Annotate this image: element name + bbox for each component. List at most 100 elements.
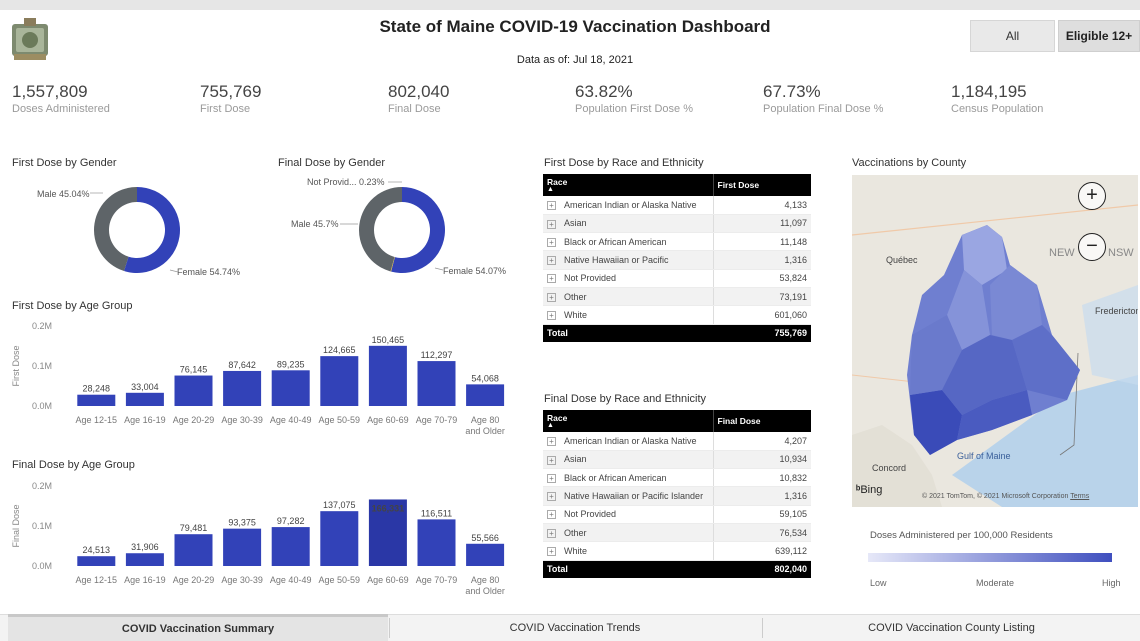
x-tick-label: Age 30-39 (221, 575, 263, 585)
col-header-first-dose[interactable]: First Dose (712, 174, 811, 196)
bar-age-50-59[interactable] (320, 511, 359, 566)
bar-age-70-79[interactable] (417, 519, 456, 566)
bar-age-20-29[interactable] (174, 534, 213, 566)
x-tick-label: Age 60-69 (367, 575, 409, 585)
expand-icon[interactable]: + (547, 436, 556, 446)
value-cell: 76,534 (712, 523, 811, 543)
tab-divider (762, 618, 763, 638)
table-row[interactable]: + White 639,112 (543, 541, 811, 561)
zoom-out-button[interactable]: − (1078, 233, 1106, 261)
bar-age-16-19[interactable] (125, 553, 164, 566)
bar-age-50-59[interactable] (320, 356, 359, 406)
x-tick-label: Age 50-59 (319, 415, 361, 425)
bar-age-80-and-older[interactable] (466, 543, 505, 566)
total-label: Total (543, 324, 713, 343)
final-dose-age-title: Final Dose by Age Group (12, 459, 135, 471)
kpi-first-dose: 755,769 First Dose (200, 82, 380, 115)
bar-age-60-69[interactable] (368, 499, 407, 566)
expand-icon[interactable]: + (547, 256, 556, 266)
tab-vaccination-summary[interactable]: COVID Vaccination Summary (8, 614, 388, 641)
expand-icon[interactable]: + (547, 292, 556, 302)
kpi-label: Population First Dose % (575, 103, 693, 115)
expand-icon[interactable]: + (547, 546, 556, 556)
col-header-race[interactable]: Race ▲ (543, 410, 713, 432)
expand-icon[interactable]: + (547, 492, 556, 502)
y-tick-label: 0.0M (32, 561, 52, 571)
filter-eligible-button[interactable]: Eligible 12+ (1058, 20, 1140, 52)
bar-age-60-69[interactable] (368, 345, 407, 406)
filter-all-button[interactable]: All (970, 20, 1055, 52)
expand-icon[interactable]: + (547, 510, 556, 520)
donut-slice-male[interactable] (359, 187, 402, 272)
total-label: Total (543, 560, 713, 579)
expand-icon[interactable]: + (547, 237, 556, 247)
table-row[interactable]: + American Indian or Alaska Native 4,133 (543, 196, 811, 215)
donut-slice-female[interactable] (391, 187, 445, 273)
table-row[interactable]: + Black or African American 11,148 (543, 232, 811, 252)
value-cell: 4,207 (712, 432, 811, 451)
bar-age-80-and-older[interactable] (466, 384, 505, 406)
map-terms-link[interactable]: Terms (1070, 493, 1090, 500)
tab-vaccination-trends[interactable]: COVID Vaccination Trends (509, 621, 641, 634)
bar-age-40-49[interactable] (271, 370, 310, 406)
table-row[interactable]: + Not Provided 53,824 (543, 269, 811, 288)
bar-age-30-39[interactable] (223, 370, 262, 406)
race-cell: + Other (543, 287, 713, 307)
col-header-race[interactable]: Race ▲ (543, 174, 713, 196)
race-cell: + White (543, 305, 713, 325)
bar-age-12-15[interactable] (77, 394, 116, 406)
expand-icon[interactable]: + (547, 274, 556, 284)
expand-icon[interactable]: + (547, 455, 556, 465)
table-row[interactable]: + White 601,060 (543, 305, 811, 325)
table-row[interactable]: + Not Provided 59,105 (543, 505, 811, 524)
map-label-nsw: NSW (1108, 247, 1134, 259)
expand-icon[interactable]: + (547, 200, 556, 210)
bar-age-30-39[interactable] (223, 528, 262, 566)
final-dose-gender-donut[interactable] (358, 186, 446, 274)
bar-data-label: 116,511 (421, 508, 452, 518)
donut-female-label: Female 54.74% (177, 267, 241, 277)
bar-age-40-49[interactable] (271, 527, 310, 566)
total-row: Total 755,769 (543, 324, 811, 343)
expand-icon[interactable]: + (547, 528, 556, 538)
bar-age-20-29[interactable] (174, 375, 213, 406)
expand-icon[interactable]: + (547, 473, 556, 483)
kpi-value: 802,040 (388, 82, 450, 101)
table-row[interactable]: + Native Hawaiian or Pacific 1,316 (543, 250, 811, 270)
value-cell: 4,133 (712, 196, 811, 215)
first-dose-gender-donut[interactable] (93, 186, 181, 274)
col-header-final-dose[interactable]: Final Dose (712, 410, 811, 432)
table-row[interactable]: + Asian 11,097 (543, 214, 811, 234)
kpi-final-dose: 802,040 Final Dose (388, 82, 568, 115)
bar-age-16-19[interactable] (125, 392, 164, 406)
map-legend-title: Doses Administered per 100,000 Residents (870, 530, 1053, 541)
bar-age-12-15[interactable] (77, 556, 116, 566)
bing-icon: ᵇ (856, 484, 861, 496)
tab-county-listing[interactable]: COVID Vaccination County Listing (868, 621, 1035, 634)
kpi-label: Population Final Dose % (763, 103, 884, 115)
top-strip (0, 0, 1140, 10)
table-row[interactable]: + Black or African American 10,832 (543, 468, 811, 488)
donut-slice-female[interactable] (124, 187, 180, 273)
legend-low-label: Low (870, 578, 887, 588)
county-map[interactable]: + − Québec NEW NSW Fredericton Concord G… (852, 175, 1138, 507)
table-row[interactable]: + Asian 10,934 (543, 450, 811, 470)
bar-age-70-79[interactable] (417, 361, 456, 406)
donut-female-label: Female 54.07% (443, 266, 507, 276)
first-dose-age-chart[interactable]: First Dose 0.0M 0.1M 0.2M 28,248 Age 12-15 33,… (0, 316, 520, 444)
expand-icon[interactable]: + (547, 219, 556, 229)
table-row[interactable]: + Other 76,534 (543, 523, 811, 543)
x-tick-label: Age 12-15 (76, 575, 118, 585)
table-row[interactable]: + Other 73,191 (543, 287, 811, 307)
x-tick-label: Age 80 (471, 415, 500, 425)
bar-data-label: 89,235 (277, 359, 305, 369)
maine-seal-logo (12, 18, 48, 60)
expand-icon[interactable]: + (547, 310, 556, 320)
bar-data-label: 97,282 (277, 516, 305, 526)
table-row[interactable]: + Native Hawaiian or Pacific Islander 1,31… (543, 486, 811, 506)
donut-slice-not-provid-[interactable] (390, 256, 395, 272)
zoom-in-button[interactable]: + (1078, 182, 1106, 210)
final-dose-age-chart[interactable]: Final Dose 0.0M 0.1M 0.2M 24,513 Age 12-15 31,… (0, 476, 520, 604)
table-row[interactable]: + American Indian or Alaska Native 4,207 (543, 432, 811, 451)
donut-slice-male[interactable] (93, 187, 137, 272)
